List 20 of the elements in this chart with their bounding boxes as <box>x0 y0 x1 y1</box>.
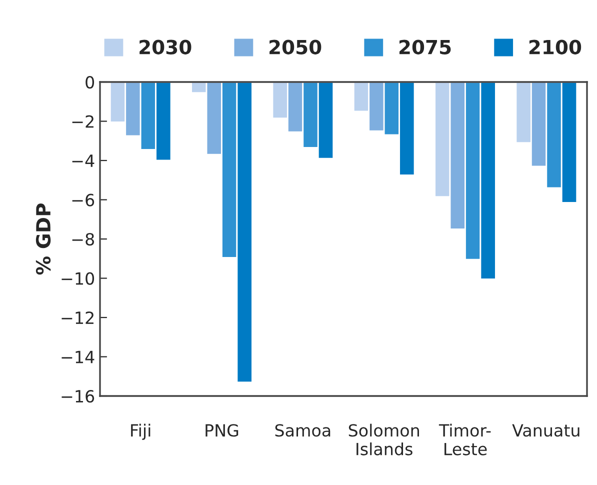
y-tick-label: −12 <box>62 311 94 324</box>
x-tick-label: Timor- Leste <box>438 424 491 456</box>
x-tick-label: PNG <box>206 424 238 437</box>
x-tick-label: Fiji <box>131 424 150 440</box>
y-tick-label: −8 <box>72 232 94 246</box>
y-tick-label: 0 <box>86 76 94 89</box>
y-axis-title: % GDP <box>36 204 51 275</box>
legend-label: 2100 <box>529 40 582 54</box>
legend-label: 2050 <box>270 40 322 54</box>
x-tick-label: Vanuatu <box>512 424 580 437</box>
legend-label: 2075 <box>399 40 451 54</box>
y-tick-label: −14 <box>62 350 94 364</box>
y-tick-label: −16 <box>62 390 94 403</box>
y-tick-label: −6 <box>72 194 94 206</box>
legend-label: 2030 <box>140 40 192 54</box>
y-tick-label: −4 <box>72 154 94 167</box>
x-tick-label: Samoa <box>275 424 330 437</box>
y-tick-label: −2 <box>72 115 94 128</box>
y-tick-label: −10 <box>62 272 94 285</box>
x-tick-label: Solomon Islands <box>348 424 419 456</box>
